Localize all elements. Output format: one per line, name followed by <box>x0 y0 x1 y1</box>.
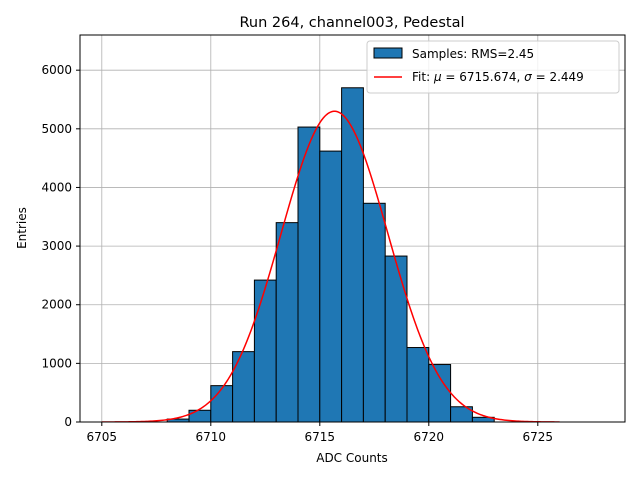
fit-curve-layer <box>101 110 560 422</box>
histogram-bars <box>166 87 495 423</box>
y-axis-label: Entries <box>15 207 29 249</box>
x-axis-ticks: 6705 6710 6715 6720 6725 <box>87 422 554 444</box>
x-tick-label: 6720 <box>414 430 445 444</box>
y-tick-label: 3000 <box>41 239 72 253</box>
legend-samples-swatch <box>373 47 403 59</box>
y-tick-label: 2000 <box>41 298 72 312</box>
histogram-bar <box>210 385 234 423</box>
x-tick-label: 6725 <box>523 430 554 444</box>
y-axis-ticks: 0 1000 2000 3000 4000 5000 6000 <box>41 63 80 429</box>
legend-box <box>366 40 620 94</box>
legend: Samples: RMS=2.45 Fit: μ = 6715.674, σ =… <box>366 40 620 94</box>
histogram-bar <box>406 347 430 423</box>
histogram-bar <box>319 150 343 423</box>
y-tick-label: 5000 <box>41 122 72 136</box>
chart-title: Run 264, channel003, Pedestal <box>239 15 464 31</box>
histogram-bar <box>253 279 277 423</box>
x-axis-label: ADC Counts <box>316 451 388 465</box>
fit-curve <box>101 110 560 422</box>
histogram-bar <box>428 364 452 423</box>
legend-samples-label: Samples: RMS=2.45 <box>412 47 534 61</box>
y-tick-label: 1000 <box>41 356 72 370</box>
histogram-bar <box>232 351 255 423</box>
histogram-bar <box>275 222 299 423</box>
histogram-bar <box>362 202 386 423</box>
histogram-bar <box>188 409 212 423</box>
histogram-bar <box>297 126 321 423</box>
x-tick-label: 6710 <box>196 430 227 444</box>
legend-fit-label: Fit: μ = 6715.674, σ = 2.449 <box>412 70 584 84</box>
histogram-bar <box>384 255 408 423</box>
x-tick-label: 6715 <box>305 430 336 444</box>
y-tick-label: 0 <box>64 415 72 429</box>
histogram-bar <box>341 87 364 423</box>
y-tick-label: 4000 <box>41 180 72 194</box>
x-tick-label: 6705 <box>87 430 118 444</box>
y-tick-label: 6000 <box>41 63 72 77</box>
plot-frame <box>79 34 626 423</box>
